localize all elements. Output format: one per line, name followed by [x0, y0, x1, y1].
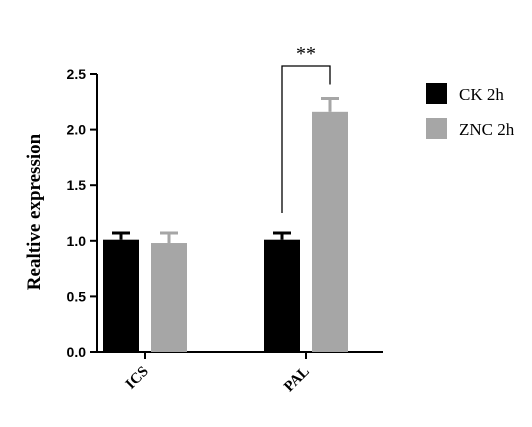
plot-layer: 0.0 0.5 1.0 1.5 2.0 2.5 ICS PAL **	[67, 43, 348, 395]
legend-swatch-ck	[426, 83, 447, 104]
bar-ics-2	[151, 243, 187, 352]
x-tick-label-pal: PAL	[281, 364, 313, 396]
y-tick-label: 0.5	[67, 288, 87, 304]
legend: CK 2h ZNC 2h	[426, 83, 515, 139]
y-tick-label: 2.5	[67, 66, 87, 82]
bar-ics-1	[103, 239, 139, 352]
bar-pal-1	[264, 239, 300, 352]
significance-label: **	[296, 43, 316, 65]
x-tick-label-ics: ICS	[123, 364, 152, 393]
y-axis-label: Realtive expression	[24, 133, 45, 290]
y-tick-label: 2.0	[67, 122, 87, 138]
y-tick-label: 1.5	[67, 177, 87, 193]
significance-bracket	[281, 65, 331, 214]
y-tick-label: 0.0	[67, 344, 87, 360]
legend-label-ck: CK 2h	[459, 85, 504, 104]
legend-swatch-znc	[426, 118, 447, 139]
legend-label-znc: ZNC 2h	[459, 120, 515, 139]
y-tick-label: 1.0	[67, 233, 87, 249]
bar-pal-2	[312, 111, 348, 352]
